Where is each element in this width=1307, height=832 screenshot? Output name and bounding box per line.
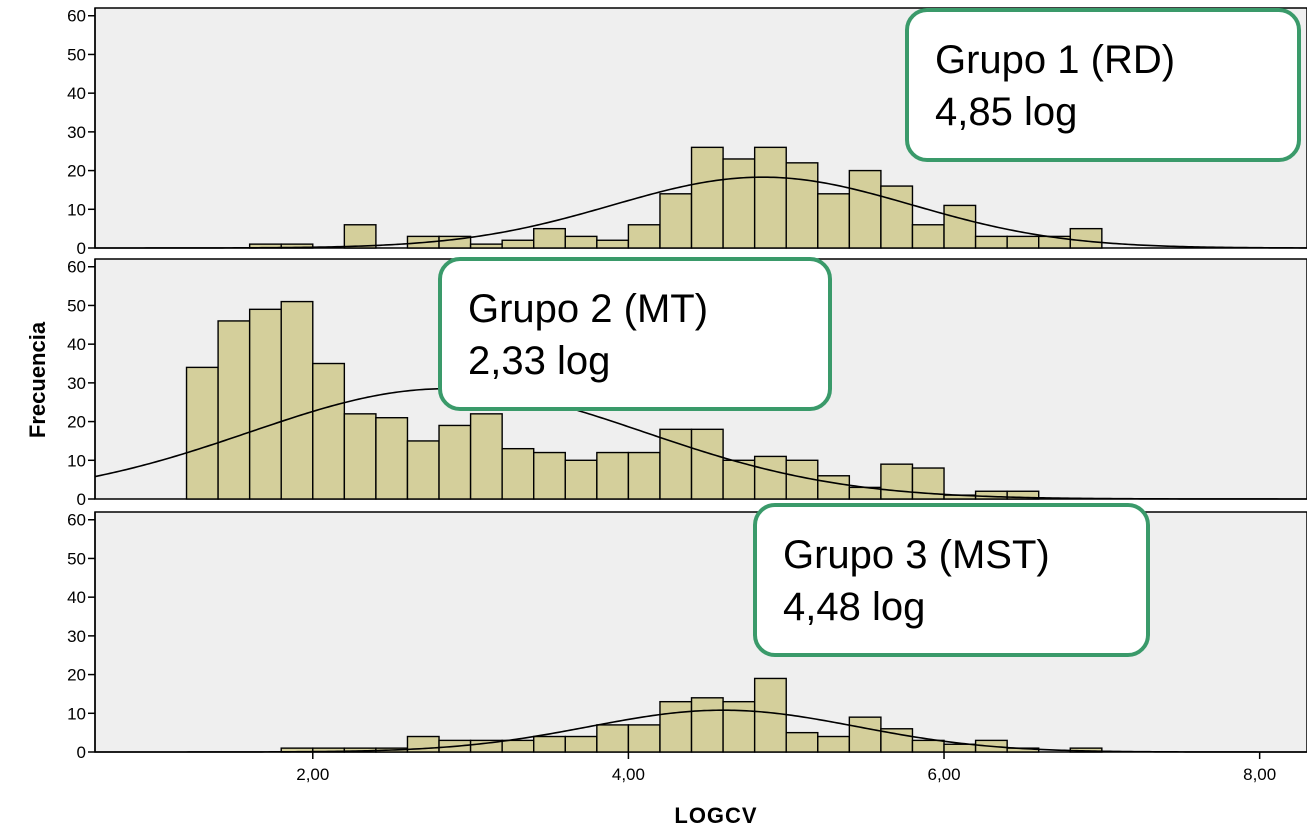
panel-2-bar bbox=[501, 447, 535, 500]
panel-2-bar bbox=[753, 455, 787, 500]
panel-2-bar bbox=[817, 475, 851, 500]
panel-3-y-tick-label: 60 bbox=[67, 511, 86, 530]
panel-1-bar bbox=[848, 169, 882, 249]
panel-1-bar bbox=[564, 235, 598, 249]
panel-2-y-tick-label: 60 bbox=[67, 258, 86, 277]
panel-1-bar bbox=[469, 243, 503, 249]
panel-2-y-tick-label: 10 bbox=[67, 451, 86, 470]
panel-2-bar bbox=[627, 451, 661, 500]
panel-2-bar bbox=[974, 490, 1008, 500]
panel-1-y-tick-label: 10 bbox=[67, 200, 86, 219]
panel-2-normal-curve bbox=[94, 387, 1307, 500]
panel-2-bar bbox=[217, 320, 251, 500]
panel-1-bar bbox=[659, 193, 693, 249]
panel-1-bar bbox=[722, 158, 756, 249]
panel-2-bar bbox=[469, 413, 503, 500]
panel-1-bar bbox=[627, 224, 661, 249]
x-tick-label: 2,00 bbox=[296, 765, 329, 784]
x-tick-label: 4,00 bbox=[612, 765, 645, 784]
callout-grupo-1-value: 4,85 log bbox=[935, 90, 1078, 134]
panel-3-bar bbox=[659, 700, 693, 753]
panel-1-bar bbox=[1069, 227, 1103, 249]
panel-2-bar bbox=[438, 424, 472, 500]
callout-grupo-2: Grupo 2 (MT) 2,33 log bbox=[438, 257, 832, 411]
panel-3-y-tick-label: 50 bbox=[67, 549, 86, 568]
x-tick-label: 8,00 bbox=[1243, 765, 1276, 784]
panel-3-bar bbox=[722, 700, 756, 753]
panel-1-bar bbox=[880, 185, 914, 249]
callout-grupo-2-value: 2,33 log bbox=[468, 339, 611, 383]
panel-2-bar bbox=[280, 300, 314, 500]
y-axis-label: Frecuencia bbox=[25, 321, 50, 439]
panel-2-y-tick-label: 0 bbox=[77, 490, 86, 509]
panel-3-bar bbox=[785, 731, 819, 753]
panel-3-bar bbox=[501, 739, 535, 753]
panel-2-y-tick-label: 40 bbox=[67, 335, 86, 354]
panel-2-bar bbox=[406, 440, 440, 500]
panel-3-y-tick-label: 20 bbox=[67, 666, 86, 685]
panel-3-y-tick-label: 10 bbox=[67, 704, 86, 723]
callout-grupo-3-title: Grupo 3 (MST) bbox=[783, 533, 1050, 577]
panel-1-bar bbox=[943, 204, 977, 249]
panel-1-y-tick-label: 60 bbox=[67, 7, 86, 26]
panel-3-y-tick-label: 40 bbox=[67, 588, 86, 607]
panel-3-bar bbox=[753, 677, 787, 753]
panel-2-y-tick-label: 30 bbox=[67, 374, 86, 393]
callout-grupo-3: Grupo 3 (MST) 4,48 log bbox=[753, 503, 1150, 657]
panel-1-bar bbox=[596, 239, 630, 249]
panel-1-bar bbox=[817, 193, 851, 249]
panel-3-y-tick-label: 0 bbox=[77, 743, 86, 762]
panel-1-bar bbox=[438, 235, 472, 249]
panel-1-bar bbox=[785, 162, 819, 249]
panel-1-normal-curve bbox=[95, 176, 1307, 249]
panel-3-bar bbox=[533, 735, 566, 753]
x-axis-label: LOGCV bbox=[674, 803, 758, 828]
x-tick-label: 6,00 bbox=[927, 765, 960, 784]
panel-2-y-tick-label: 20 bbox=[67, 413, 86, 432]
panel-1-bar bbox=[974, 235, 1008, 249]
panel-2-bar bbox=[596, 451, 630, 500]
panel-3-normal-curve bbox=[95, 709, 1307, 753]
panel-1-bar bbox=[501, 239, 535, 249]
callout-grupo-1: Grupo 1 (RD) 4,85 log bbox=[905, 8, 1301, 162]
panel-1-bar bbox=[1006, 235, 1040, 249]
panel-2-bar bbox=[564, 459, 598, 500]
panel-2-bar bbox=[880, 463, 914, 500]
panel-1-bar bbox=[690, 146, 724, 249]
panel-2-bar bbox=[722, 459, 756, 500]
panel-2-bar bbox=[343, 413, 377, 500]
panel-2-bar bbox=[375, 417, 409, 500]
panel-3-bar bbox=[564, 735, 598, 753]
panel-2-bar bbox=[690, 428, 724, 500]
panel-2-bar bbox=[312, 362, 346, 500]
panel-1-y-tick-label: 0 bbox=[77, 239, 86, 258]
panel-1-y-tick-label: 50 bbox=[67, 45, 86, 64]
panel-1-y-tick-label: 40 bbox=[67, 84, 86, 103]
panel-3-bar bbox=[596, 724, 630, 753]
panel-2-bar bbox=[533, 451, 566, 500]
panel-3-bar bbox=[817, 735, 851, 753]
panel-2-y-tick-label: 50 bbox=[67, 296, 86, 315]
panel-1-bar bbox=[753, 146, 787, 249]
panel-3-bar bbox=[911, 739, 945, 753]
panel-3-y-tick-label: 30 bbox=[67, 627, 86, 646]
panel-2-bar bbox=[248, 308, 282, 500]
callout-grupo-2-title: Grupo 2 (MT) bbox=[468, 287, 709, 331]
panel-3-bar bbox=[943, 743, 977, 753]
panel-1-bar bbox=[911, 224, 945, 249]
panel-3-bar bbox=[627, 724, 661, 753]
callout-grupo-1-title: Grupo 1 (RD) bbox=[935, 38, 1176, 82]
panel-2-bar bbox=[185, 366, 219, 500]
panel-1-bar bbox=[343, 224, 377, 249]
panel-1-bar bbox=[533, 227, 566, 249]
panel-1-y-tick-label: 20 bbox=[67, 162, 86, 181]
panel-2-bar bbox=[1006, 490, 1040, 500]
panel-1-y-tick-label: 30 bbox=[67, 123, 86, 142]
panel-3-bar bbox=[848, 716, 882, 753]
callout-grupo-3-value: 4,48 log bbox=[783, 585, 926, 629]
panel-3-bar bbox=[690, 697, 724, 753]
